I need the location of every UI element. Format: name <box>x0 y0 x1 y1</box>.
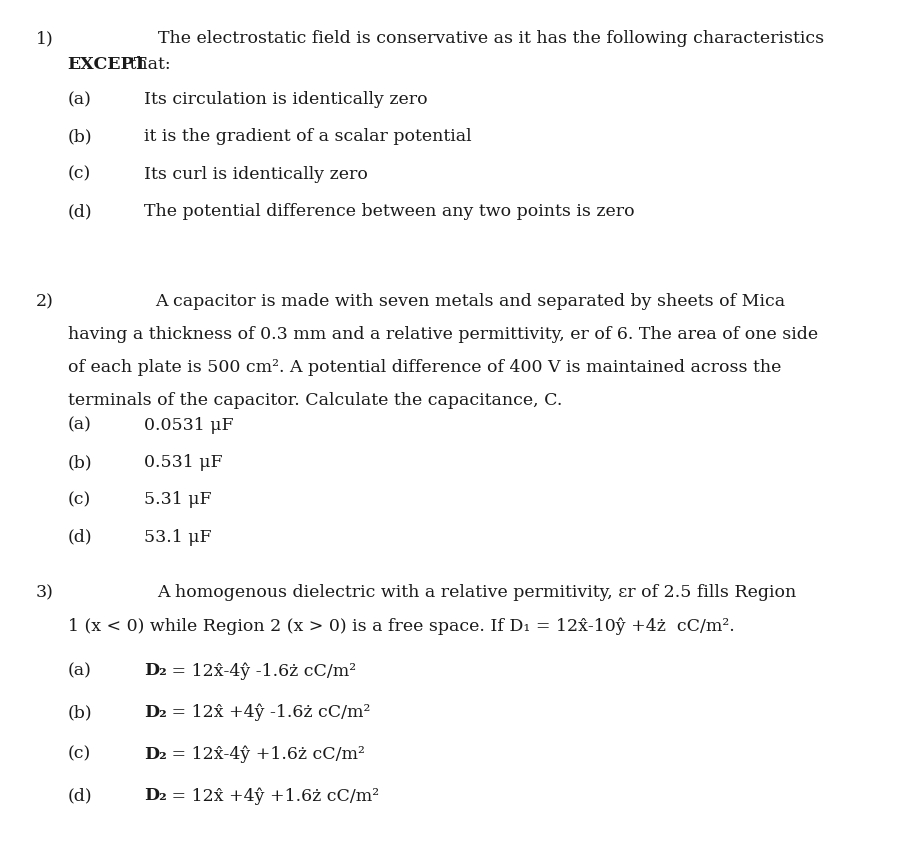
Text: A capacitor is made with seven metals and separated by sheets of Mica: A capacitor is made with seven metals an… <box>155 293 785 311</box>
Text: = 12x̂-4ŷ +1.6ż cC/m²: = 12x̂-4ŷ +1.6ż cC/m² <box>166 746 364 763</box>
Text: D₂: D₂ <box>144 704 166 721</box>
Text: Its curl is identically zero: Its curl is identically zero <box>144 166 368 183</box>
Text: 1): 1) <box>36 30 54 48</box>
Text: (d): (d) <box>68 787 92 805</box>
Text: (b): (b) <box>68 454 92 471</box>
Text: EXCEPT: EXCEPT <box>68 56 147 74</box>
Text: (c): (c) <box>68 166 91 183</box>
Text: (c): (c) <box>68 491 91 509</box>
Text: The potential difference between any two points is zero: The potential difference between any two… <box>144 203 634 220</box>
Text: it is the gradient of a scalar potential: it is the gradient of a scalar potential <box>144 128 472 146</box>
Text: 2): 2) <box>36 293 54 311</box>
Text: (c): (c) <box>68 746 91 763</box>
Text: A homogenous dielectric with a relative permitivity, εr of 2.5 fills Region: A homogenous dielectric with a relative … <box>158 584 796 602</box>
Text: 0.531 μF: 0.531 μF <box>144 454 222 471</box>
Text: that:: that: <box>124 56 171 74</box>
Text: D₂: D₂ <box>144 662 166 680</box>
Text: D₂: D₂ <box>144 787 166 805</box>
Text: 53.1 μF: 53.1 μF <box>144 529 212 546</box>
Text: Its circulation is identically zero: Its circulation is identically zero <box>144 91 427 108</box>
Text: of each plate is 500 cm². A potential difference of 400 V is maintained across t: of each plate is 500 cm². A potential di… <box>68 359 781 377</box>
Text: (a): (a) <box>68 662 92 680</box>
Text: The electrostatic field is conservative as it has the following characteristics: The electrostatic field is conservative … <box>158 30 824 48</box>
Text: 1 (x < 0) while Region 2 (x > 0) is a free space. If D₁ = 12x̂-10ŷ +4ż  cC/m².: 1 (x < 0) while Region 2 (x > 0) is a fr… <box>68 617 734 635</box>
Text: 5.31 μF: 5.31 μF <box>144 491 212 509</box>
Text: terminals of the capacitor. Calculate the capacitance, C.: terminals of the capacitor. Calculate th… <box>68 392 562 410</box>
Text: having a thickness of 0.3 mm and a relative permittivity, er of 6. The area of o: having a thickness of 0.3 mm and a relat… <box>68 326 817 344</box>
Text: (d): (d) <box>68 529 92 546</box>
Text: (a): (a) <box>68 91 92 108</box>
Text: (d): (d) <box>68 203 92 220</box>
Text: (b): (b) <box>68 128 92 146</box>
Text: 3): 3) <box>36 584 54 602</box>
Text: = 12x̂ +4ŷ +1.6ż cC/m²: = 12x̂ +4ŷ +1.6ż cC/m² <box>166 787 379 805</box>
Text: (b): (b) <box>68 704 92 721</box>
Text: D₂: D₂ <box>144 746 166 763</box>
Text: 0.0531 μF: 0.0531 μF <box>144 417 234 434</box>
Text: (a): (a) <box>68 417 92 434</box>
Text: = 12x̂ +4ŷ -1.6ż cC/m²: = 12x̂ +4ŷ -1.6ż cC/m² <box>166 704 370 721</box>
Text: = 12x̂-4ŷ -1.6ż cC/m²: = 12x̂-4ŷ -1.6ż cC/m² <box>166 662 356 680</box>
